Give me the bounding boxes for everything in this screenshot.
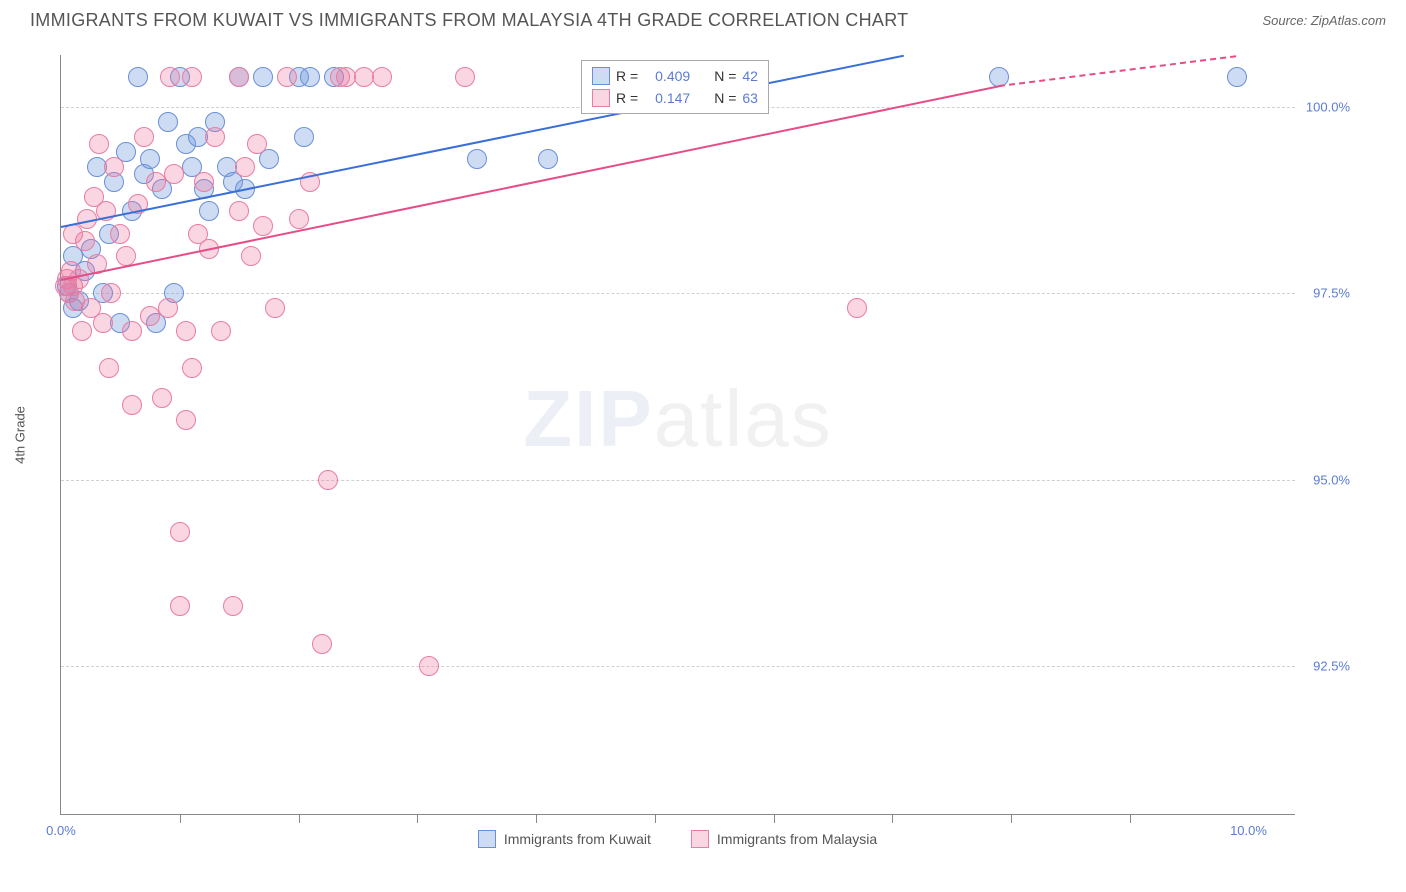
x-tick-mark bbox=[417, 815, 418, 823]
r-label: R = bbox=[616, 65, 638, 87]
data-point bbox=[247, 134, 267, 154]
data-point bbox=[235, 157, 255, 177]
data-point bbox=[160, 67, 180, 87]
grid-line-h bbox=[61, 293, 1295, 294]
x-tick-mark bbox=[1130, 815, 1131, 823]
data-point bbox=[164, 164, 184, 184]
source-prefix: Source: bbox=[1262, 13, 1310, 28]
correlation-legend: R = 0.409 N = 42 R = 0.147 N = 63 bbox=[581, 60, 769, 114]
y-tick-label: 100.0% bbox=[1306, 100, 1350, 115]
data-point bbox=[110, 224, 130, 244]
data-point bbox=[99, 358, 119, 378]
x-tick-mark bbox=[536, 815, 537, 823]
data-point bbox=[170, 596, 190, 616]
data-point bbox=[847, 298, 867, 318]
data-point bbox=[122, 395, 142, 415]
data-point bbox=[134, 127, 154, 147]
data-point bbox=[1227, 67, 1247, 87]
data-point bbox=[199, 201, 219, 221]
x-tick-mark bbox=[892, 815, 893, 823]
legend-swatch bbox=[592, 67, 610, 85]
bottom-legend: Immigrants from Kuwait Immigrants from M… bbox=[60, 830, 1295, 848]
data-point bbox=[182, 67, 202, 87]
chart-container: 4th Grade ZIPatlas 100.0%97.5%95.0%92.5%… bbox=[60, 55, 1350, 815]
data-point bbox=[152, 388, 172, 408]
data-point bbox=[223, 596, 243, 616]
data-point bbox=[89, 134, 109, 154]
data-point bbox=[253, 216, 273, 236]
y-tick-label: 92.5% bbox=[1313, 658, 1350, 673]
r-value: 0.147 bbox=[644, 87, 690, 109]
n-label: N = bbox=[714, 65, 736, 87]
data-point bbox=[75, 231, 95, 251]
x-tick-mark bbox=[655, 815, 656, 823]
data-point bbox=[140, 149, 160, 169]
legend-swatch-malaysia bbox=[691, 830, 709, 848]
data-point bbox=[294, 127, 314, 147]
data-point bbox=[253, 67, 273, 87]
data-point bbox=[176, 410, 196, 430]
n-value: 63 bbox=[742, 87, 758, 109]
data-point bbox=[176, 321, 196, 341]
watermark-zip: ZIP bbox=[523, 374, 653, 463]
legend-swatch-kuwait bbox=[478, 830, 496, 848]
trend-line bbox=[999, 55, 1237, 87]
y-tick-label: 97.5% bbox=[1313, 286, 1350, 301]
legend-item-kuwait: Immigrants from Kuwait bbox=[478, 830, 651, 848]
grid-line-h bbox=[61, 666, 1295, 667]
data-point bbox=[72, 321, 92, 341]
plot-area: ZIPatlas 100.0%97.5%95.0%92.5%0.0%10.0%R… bbox=[60, 55, 1295, 815]
data-point bbox=[419, 656, 439, 676]
data-point bbox=[312, 634, 332, 654]
data-point bbox=[182, 358, 202, 378]
data-point bbox=[93, 313, 113, 333]
x-tick-mark bbox=[299, 815, 300, 823]
r-label: R = bbox=[616, 87, 638, 109]
data-point bbox=[300, 67, 320, 87]
y-axis-label: 4th Grade bbox=[13, 406, 28, 464]
data-point bbox=[277, 67, 297, 87]
data-point bbox=[265, 298, 285, 318]
x-tick-mark bbox=[774, 815, 775, 823]
chart-title: IMMIGRANTS FROM KUWAIT VS IMMIGRANTS FRO… bbox=[30, 10, 908, 31]
y-tick-label: 95.0% bbox=[1313, 472, 1350, 487]
grid-line-h bbox=[61, 480, 1295, 481]
data-point bbox=[194, 172, 214, 192]
legend-item-malaysia: Immigrants from Malaysia bbox=[691, 830, 877, 848]
data-point bbox=[229, 67, 249, 87]
n-value: 42 bbox=[742, 65, 758, 87]
legend-swatch bbox=[592, 89, 610, 107]
data-point bbox=[372, 67, 392, 87]
source-attribution: Source: ZipAtlas.com bbox=[1262, 12, 1386, 30]
data-point bbox=[211, 321, 231, 341]
data-point bbox=[101, 283, 121, 303]
correlation-legend-row: R = 0.409 N = 42 bbox=[592, 65, 758, 87]
data-point bbox=[538, 149, 558, 169]
legend-label-malaysia: Immigrants from Malaysia bbox=[717, 831, 877, 847]
data-point bbox=[122, 321, 142, 341]
x-tick-mark bbox=[1011, 815, 1012, 823]
data-point bbox=[170, 522, 190, 542]
data-point bbox=[289, 209, 309, 229]
data-point bbox=[128, 67, 148, 87]
legend-label-kuwait: Immigrants from Kuwait bbox=[504, 831, 651, 847]
data-point bbox=[158, 112, 178, 132]
data-point bbox=[205, 127, 225, 147]
data-point bbox=[158, 298, 178, 318]
data-point bbox=[229, 201, 249, 221]
watermark-atlas: atlas bbox=[654, 374, 833, 463]
data-point bbox=[104, 157, 124, 177]
source-name: ZipAtlas.com bbox=[1311, 13, 1386, 28]
r-value: 0.409 bbox=[644, 65, 690, 87]
n-label: N = bbox=[714, 87, 736, 109]
correlation-legend-row: R = 0.147 N = 63 bbox=[592, 87, 758, 109]
watermark: ZIPatlas bbox=[523, 373, 832, 465]
data-point bbox=[467, 149, 487, 169]
x-tick-mark bbox=[180, 815, 181, 823]
data-point bbox=[241, 246, 261, 266]
data-point bbox=[318, 470, 338, 490]
data-point bbox=[455, 67, 475, 87]
